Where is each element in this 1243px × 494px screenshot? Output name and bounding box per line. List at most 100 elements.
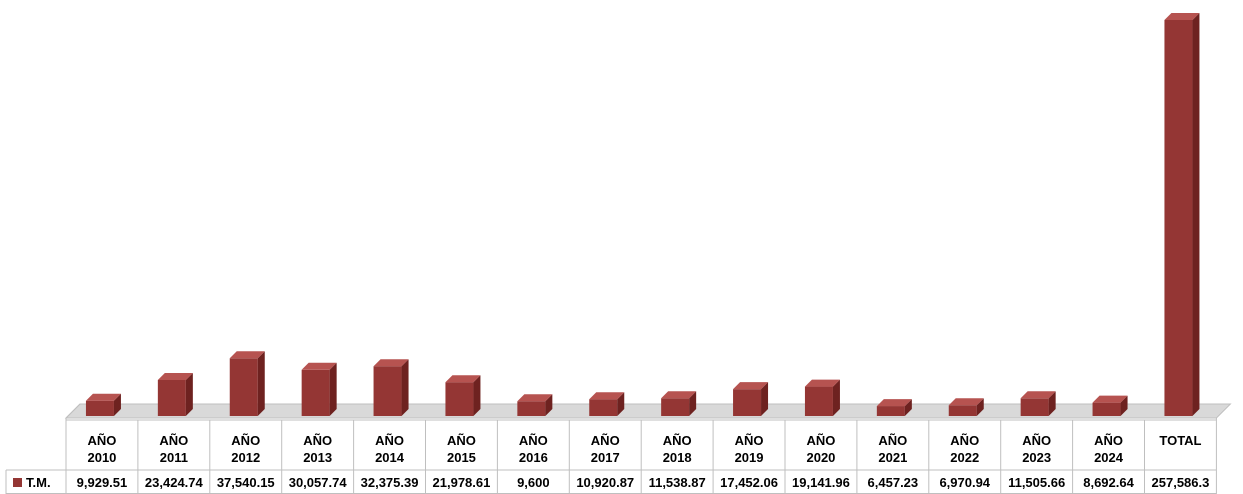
category-label: AÑO 2019	[735, 433, 764, 465]
bar-front	[876, 406, 905, 416]
bar-side	[689, 391, 697, 416]
value-label: 6,970.94	[939, 475, 990, 490]
category-label: AÑO 2017	[591, 433, 620, 465]
category-label: AÑO 2015	[447, 433, 476, 465]
bar-side	[976, 398, 984, 416]
value-label: 21,978.61	[433, 475, 491, 490]
category-label: AÑO 2010	[87, 433, 116, 465]
value-label: 10,920.87	[576, 475, 634, 490]
bar-top	[804, 379, 840, 387]
bar-front	[301, 369, 330, 416]
value-label: 6,457.23	[868, 475, 919, 490]
bar-11	[876, 399, 912, 416]
category-label: TOTAL	[1159, 433, 1201, 448]
value-label: 17,452.06	[720, 475, 778, 490]
bar-top	[517, 394, 553, 402]
category-label: AÑO 2018	[663, 433, 692, 465]
bar-front	[804, 386, 833, 416]
bar-side	[257, 351, 265, 416]
category-label: AÑO 2016	[519, 433, 548, 465]
bar-side	[473, 375, 481, 416]
bar-14	[1092, 395, 1128, 416]
value-label: 30,057.74	[289, 475, 348, 490]
bar-12	[948, 398, 984, 416]
category-label: AÑO 2014	[375, 433, 405, 465]
bar-front	[229, 358, 258, 416]
value-label: 19,141.96	[792, 475, 850, 490]
legend-swatch	[13, 478, 22, 487]
bar-15	[1164, 13, 1200, 416]
value-label: 9,600	[517, 475, 550, 490]
bar-side	[617, 392, 625, 416]
bar-front	[1020, 398, 1049, 416]
bar-2	[229, 351, 265, 416]
bar-front	[373, 366, 402, 416]
value-label: 32,375.39	[361, 475, 419, 490]
bar-side	[113, 393, 121, 416]
bar-top	[373, 359, 409, 367]
value-label: 37,540.15	[217, 475, 275, 490]
bar-top	[157, 372, 193, 380]
legend-label: T.M.	[26, 475, 51, 490]
category-label: AÑO 2023	[1022, 433, 1051, 465]
bar-side	[1120, 395, 1128, 416]
category-label: AÑO 2012	[231, 433, 260, 465]
bar-side	[1192, 13, 1200, 416]
bar-10	[804, 379, 840, 416]
bar-top	[733, 382, 769, 390]
bar-top	[1020, 391, 1056, 399]
bar-side	[545, 394, 553, 416]
bar-side	[904, 399, 912, 416]
category-label: AÑO 2024	[1094, 433, 1124, 465]
bar-side	[401, 359, 409, 416]
category-label: AÑO 2021	[878, 433, 907, 465]
bar-front	[948, 405, 977, 416]
value-label: 11,538.87	[649, 475, 706, 490]
bar-1	[157, 372, 193, 416]
bar-front	[445, 382, 474, 416]
bar-side	[329, 362, 337, 416]
bar-7	[589, 392, 625, 416]
bar-top	[445, 375, 481, 383]
bar-top	[876, 399, 912, 407]
value-label: 8,692.64	[1083, 475, 1134, 490]
category-label: AÑO 2013	[303, 433, 332, 465]
bar-top	[661, 391, 697, 399]
bar-top	[948, 398, 984, 406]
category-label: AÑO 2020	[806, 433, 835, 465]
bar-top	[301, 362, 337, 370]
bar-top	[229, 351, 265, 359]
bar-3	[301, 362, 337, 416]
value-label: 23,424.74	[145, 475, 204, 490]
bar-0	[85, 393, 121, 416]
bar-6	[517, 394, 553, 416]
bar-top	[1164, 13, 1200, 20]
category-label: AÑO 2011	[159, 433, 188, 465]
bar-front	[733, 389, 762, 416]
bar-8	[661, 391, 697, 416]
bar-4	[373, 359, 409, 416]
bar-front	[1164, 20, 1193, 416]
bar-front	[85, 400, 114, 416]
bar-front	[157, 379, 186, 416]
table-line	[65, 403, 81, 419]
bar-9	[733, 382, 769, 416]
bar-side	[832, 379, 840, 416]
bar-side	[185, 372, 193, 416]
bar-front	[589, 399, 618, 416]
bar-front	[517, 401, 546, 416]
category-label: AÑO 2022	[950, 433, 979, 465]
bar-13	[1020, 391, 1056, 416]
bar-top	[85, 393, 121, 401]
bar-side	[1048, 391, 1056, 416]
bar-front	[661, 398, 690, 416]
bar-side	[761, 382, 769, 416]
bar-front	[1092, 402, 1121, 416]
bar-5	[445, 375, 481, 416]
value-label: 257,586.3	[1152, 475, 1210, 490]
value-label: 9,929.51	[77, 475, 128, 490]
bar-top	[1092, 395, 1128, 403]
bar-top	[589, 392, 625, 400]
value-label: 11,505.66	[1008, 475, 1065, 490]
